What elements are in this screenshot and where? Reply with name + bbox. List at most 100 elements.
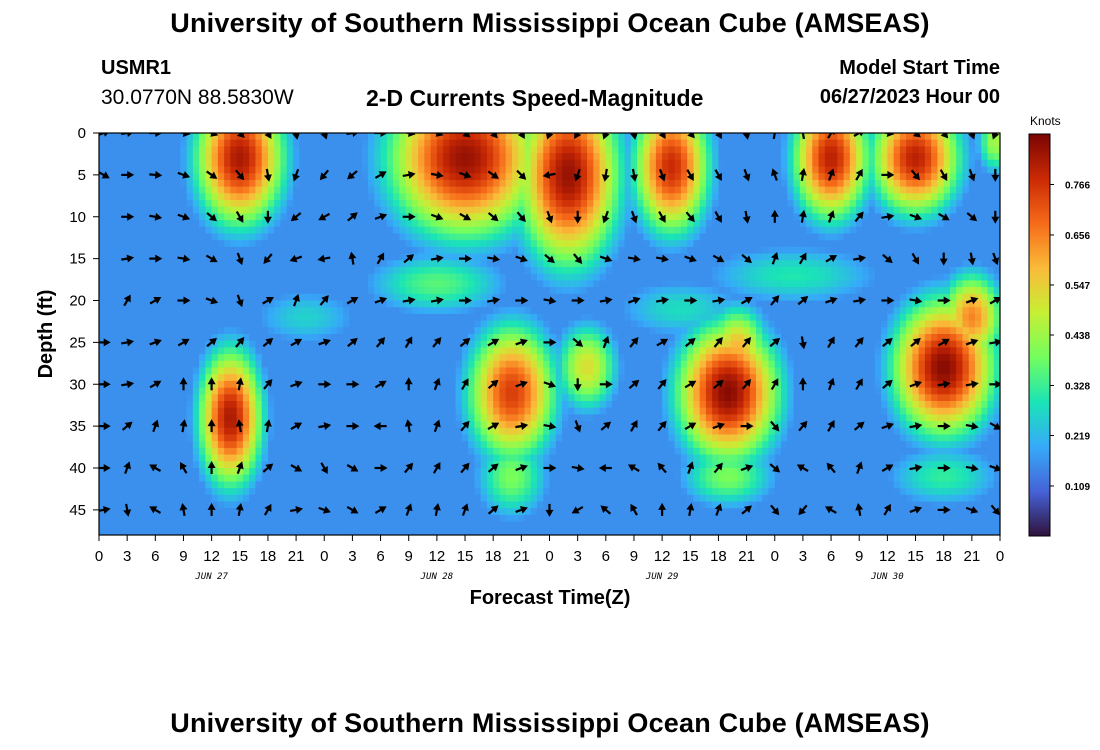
speed-cell [543, 233, 551, 241]
speed-cell [605, 246, 613, 255]
speed-cell [411, 307, 419, 315]
speed-cell [868, 206, 876, 214]
speed-cell [267, 166, 275, 174]
speed-cell [730, 166, 738, 174]
speed-cell [155, 246, 163, 255]
speed-cell [474, 179, 482, 188]
speed-cell [449, 260, 457, 268]
speed-cell [943, 327, 951, 335]
speed-cell [762, 226, 770, 235]
speed-cell [430, 206, 438, 214]
speed-cell [799, 146, 807, 154]
speed-cell [480, 313, 488, 322]
speed-cell [768, 139, 776, 147]
speed-cell [261, 240, 269, 248]
speed-cell [280, 287, 288, 295]
speed-cell [962, 340, 970, 348]
speed-cell [824, 334, 832, 342]
speed-cell [949, 186, 957, 194]
speed-cell [637, 334, 644, 342]
speed-cell [874, 173, 882, 181]
speed-cell [887, 133, 895, 141]
speed-cell [718, 246, 726, 255]
speed-cell [743, 146, 751, 154]
speed-cell [230, 240, 238, 248]
speed-cell [968, 193, 976, 201]
speed-cell [543, 206, 551, 214]
speed-cell [386, 320, 394, 328]
speed-cell [630, 153, 638, 161]
speed-cell [862, 139, 870, 147]
speed-cell [236, 200, 244, 208]
speed-cell [343, 253, 350, 261]
speed-cell [192, 159, 200, 168]
speed-cell [461, 179, 469, 188]
speed-cell [149, 334, 156, 342]
speed-cell [624, 273, 632, 281]
speed-cell [286, 327, 294, 335]
speed-cell [981, 300, 989, 308]
speed-cell [149, 260, 156, 268]
speed-cell [730, 240, 738, 248]
speed-cell [242, 220, 250, 228]
speed-cell [311, 193, 319, 201]
speed-cell [868, 334, 876, 342]
speed-cell [643, 327, 651, 335]
speed-cell [311, 186, 319, 194]
speed-cell [399, 360, 407, 369]
speed-cell [455, 200, 463, 208]
speed-cell [199, 280, 206, 288]
speed-cell [743, 334, 751, 342]
speed-cell [205, 220, 213, 228]
speed-cell [662, 313, 669, 322]
speed-cell [781, 186, 788, 194]
speed-cell [324, 213, 332, 221]
speed-cell [530, 240, 538, 248]
speed-cell [324, 159, 332, 168]
speed-cell [474, 200, 482, 208]
speed-cell [705, 226, 713, 235]
speed-cell [874, 159, 882, 168]
speed-cell [374, 300, 382, 308]
speed-cell [862, 253, 870, 261]
speed-cell [480, 354, 488, 362]
speed-cell [793, 340, 801, 348]
speed-cell [117, 246, 125, 255]
speed-cell [593, 287, 601, 295]
speed-cell [524, 293, 532, 302]
speed-cell [724, 320, 732, 328]
speed-cell [324, 200, 332, 208]
speed-cell [843, 179, 851, 188]
speed-cell [430, 327, 438, 335]
speed-cell [230, 233, 238, 241]
speed-cell [693, 340, 701, 348]
speed-cell [524, 287, 532, 295]
speed-cell [699, 139, 707, 147]
speed-cell [267, 267, 275, 275]
speed-cell [480, 166, 488, 174]
speed-cell [199, 327, 206, 335]
speed-cell [655, 327, 663, 335]
speed-cell [562, 300, 569, 308]
speed-cell [874, 146, 882, 154]
speed-cell [468, 287, 476, 295]
speed-cell [280, 260, 288, 268]
speed-cell [424, 334, 432, 342]
speed-cell [856, 200, 863, 208]
speed-cell [893, 233, 901, 241]
speed-cell [230, 146, 238, 154]
speed-cell [192, 233, 200, 241]
speed-cell [493, 307, 501, 315]
speed-cell [236, 193, 244, 201]
speed-cell [649, 313, 657, 322]
speed-cell [943, 146, 951, 154]
speed-cell [724, 213, 732, 221]
speed-cell [730, 327, 738, 335]
speed-cell [587, 240, 594, 248]
speed-cell [436, 300, 444, 308]
speed-cell [674, 293, 682, 302]
speed-cell [612, 159, 619, 168]
speed-cell [136, 179, 144, 188]
speed-cell [943, 193, 951, 201]
speed-cell [274, 340, 282, 348]
